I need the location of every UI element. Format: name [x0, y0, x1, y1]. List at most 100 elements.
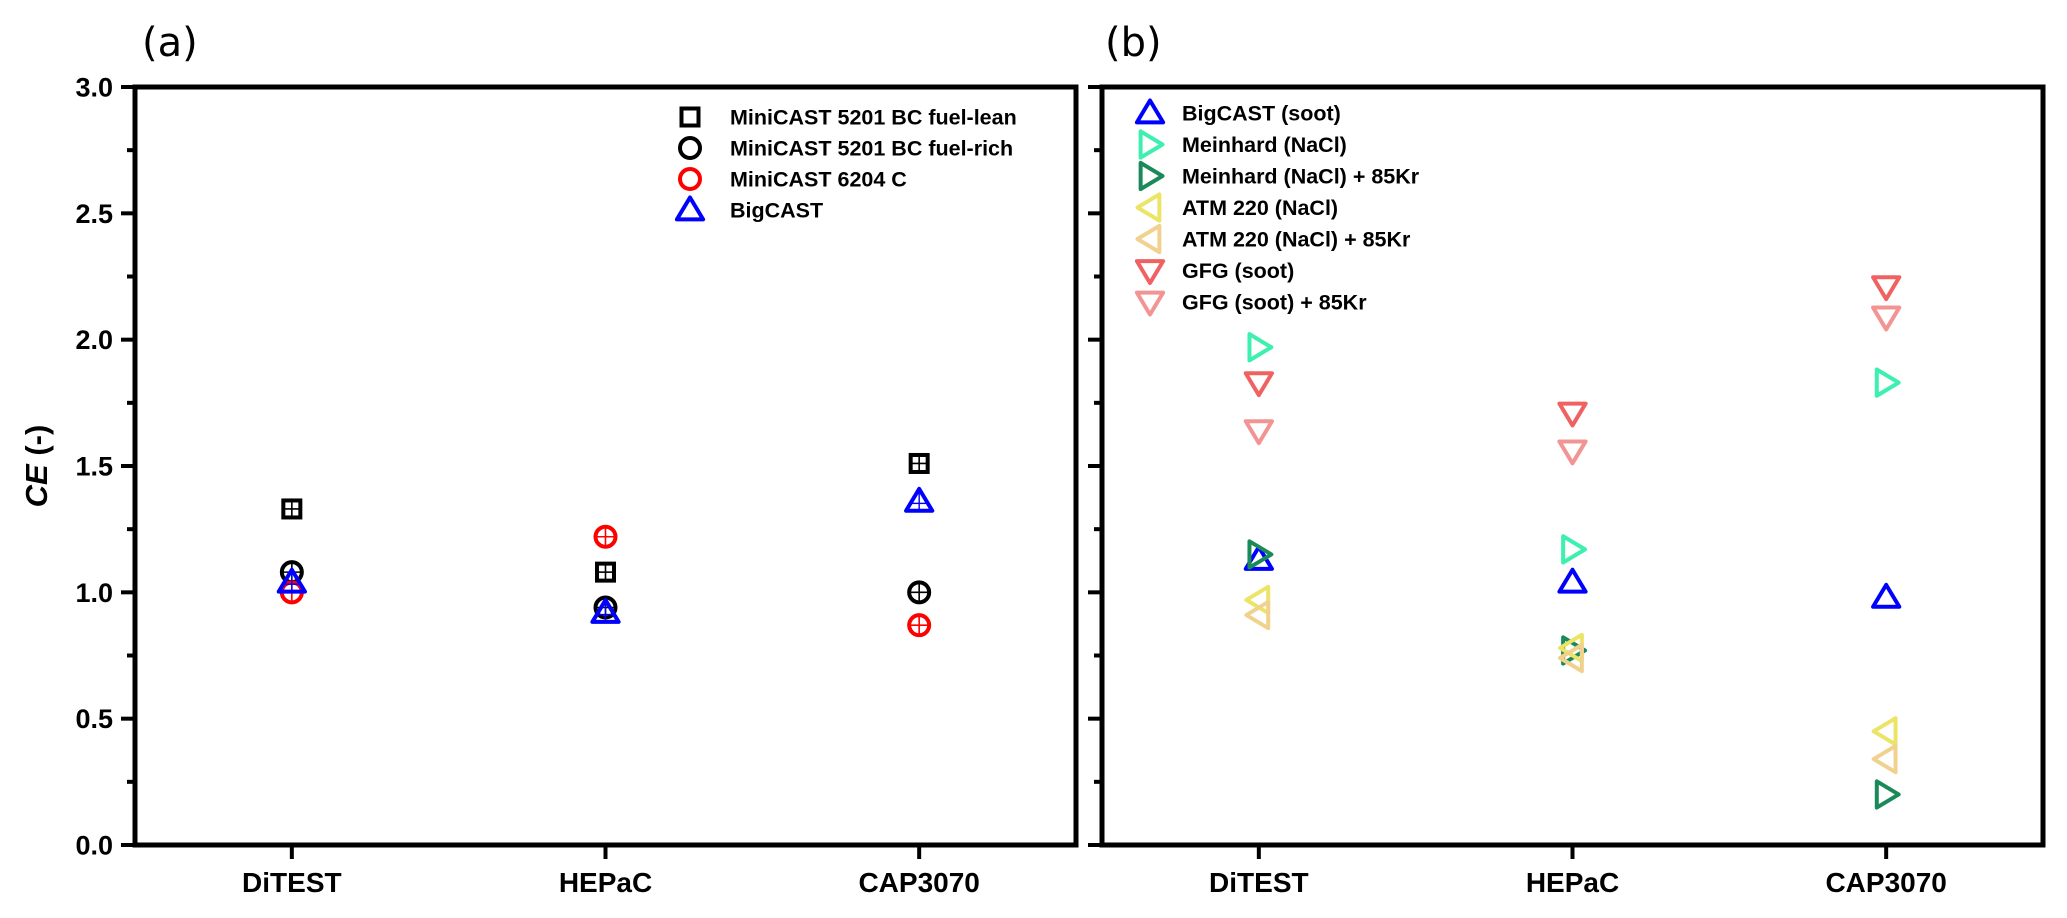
- legend-item: MiniCAST 6204 C: [678, 167, 907, 192]
- plot-frame: [132, 84, 1079, 848]
- data-point: [1244, 599, 1271, 631]
- y-tick-label: 2.5: [75, 199, 113, 229]
- triangle-right-marker: [1138, 160, 1165, 192]
- y-tick-label: 1.0: [75, 578, 113, 608]
- legend: MiniCAST 5201 BC fuel-lean MiniCAST 5201 …: [674, 106, 1017, 223]
- data-point: [904, 486, 935, 513]
- legend-label: BigCAST (soot): [1182, 102, 1341, 126]
- triangle-left-marker: [1871, 743, 1898, 775]
- triangle-right-marker: [1874, 779, 1901, 810]
- triangle-left-marker: [1871, 716, 1898, 747]
- series-meinhard-nacl-: [1247, 332, 1901, 565]
- legend-marker: [1134, 290, 1166, 317]
- x-tick-label: HEPaC: [559, 867, 652, 898]
- triangle-left-marker: [1135, 223, 1162, 255]
- square-marker: [679, 106, 701, 128]
- series-gfg-soot-: [1243, 275, 1902, 428]
- circle-marker: [593, 524, 618, 549]
- legend-label: MiniCAST 5201 BC fuel-rich: [730, 137, 1013, 161]
- legend-label: GFG (soot): [1182, 259, 1294, 283]
- triangle-up-marker: [674, 195, 706, 222]
- y-tick-label: 0.0: [75, 831, 113, 861]
- y-tick-label: 2.0: [75, 325, 113, 355]
- data-point: [1561, 534, 1587, 565]
- data-point: [907, 580, 932, 605]
- triangle-down-marker: [1871, 305, 1902, 332]
- data-point: [1871, 743, 1898, 775]
- x-tick-label: DiTEST: [1209, 867, 1309, 898]
- data-point: [1871, 716, 1898, 747]
- triangle-up-marker: [1557, 567, 1588, 594]
- triangle-right-marker: [1247, 539, 1274, 570]
- series-minicast-5201-bc-fuel-lean: [281, 452, 930, 583]
- data-point: [1874, 367, 1901, 398]
- data-point: [1557, 567, 1588, 594]
- triangle-down-marker: [1871, 275, 1902, 302]
- triangle-right-marker: [1874, 367, 1901, 398]
- legend-marker: [1135, 223, 1162, 255]
- data-point: [907, 613, 932, 638]
- panel-label: (a): [142, 20, 198, 66]
- square-marker: [908, 452, 930, 474]
- legend-label: BigCAST: [730, 199, 823, 223]
- panel-label: (b): [1105, 20, 1162, 66]
- series-gfg-soot-85kr: [1243, 305, 1902, 466]
- panel-a: (a) 0.0 0.5 1.0 1.5 2.0 2.5 3.0 DiTEST HEPaC CAP30…: [19, 20, 1079, 898]
- data-point: [1871, 582, 1902, 609]
- data-point: [908, 452, 930, 474]
- data-point: [276, 567, 307, 594]
- legend-marker: [1138, 160, 1165, 192]
- circle-marker: [678, 136, 702, 160]
- legend-marker: [1134, 98, 1166, 125]
- data-point: [1874, 779, 1901, 810]
- legend-item: ATM 220 (NaCl): [1135, 192, 1338, 223]
- legend-item: GFG (soot): [1134, 259, 1294, 285]
- legend-label: GFG (soot) + 85Kr: [1182, 291, 1367, 315]
- legend-marker: [1134, 259, 1166, 285]
- data-point: [1247, 332, 1274, 363]
- square-marker: [595, 561, 616, 583]
- legend-label: ATM 220 (NaCl): [1182, 196, 1338, 220]
- legend-item: GFG (soot) + 85Kr: [1134, 290, 1367, 317]
- panel-b: (b) DiTEST HEPaC CAP3070 BigCAST (soot) Meinh…: [1088, 20, 2046, 898]
- triangle-down-marker: [1243, 371, 1274, 398]
- x-tick-label: CAP3070: [858, 867, 979, 898]
- legend-marker: [678, 136, 702, 160]
- series-meinhard-nacl-85kr: [1247, 539, 1901, 810]
- triangle-up-marker: [1134, 98, 1166, 125]
- triangle-down-marker: [1243, 419, 1274, 446]
- legend: BigCAST (soot) Meinhard (NaCl) Meinhard (N…: [1134, 98, 1420, 317]
- data-point: [593, 524, 618, 549]
- series-atm-220-nacl-85kr: [1244, 599, 1898, 775]
- y-axis-label: CE (-): [19, 425, 54, 508]
- y-tick-label: 0.5: [75, 704, 113, 734]
- data-point: [1871, 275, 1902, 302]
- triangle-left-marker: [1135, 192, 1162, 223]
- legend-label: Meinhard (NaCl) + 85Kr: [1182, 165, 1420, 189]
- circle-marker: [907, 580, 932, 605]
- triangle-left-marker: [1244, 599, 1271, 631]
- data-point: [1557, 401, 1588, 428]
- legend-marker: [678, 167, 702, 191]
- triangle-down-marker: [1134, 259, 1166, 285]
- data-point: [1557, 439, 1588, 466]
- square-marker: [281, 498, 303, 520]
- data-point: [1558, 642, 1584, 674]
- legend-item: BigCAST (soot): [1134, 98, 1341, 126]
- data-point: [281, 498, 303, 520]
- data-point: [1243, 371, 1274, 398]
- x-tick-label: DiTEST: [242, 867, 342, 898]
- y-tick-label: 1.5: [75, 452, 113, 482]
- legend-label: MiniCAST 5201 BC fuel-lean: [730, 106, 1017, 130]
- y-tick-label: 3.0: [75, 73, 113, 103]
- triangle-right-marker: [1561, 534, 1587, 565]
- legend-marker: [679, 106, 701, 128]
- triangle-down-marker: [1134, 290, 1166, 317]
- x-tick-label: HEPaC: [1526, 867, 1619, 898]
- triangle-right-marker: [1138, 129, 1165, 160]
- legend-item: BigCAST: [674, 195, 823, 223]
- x-tick-label: CAP3070: [1825, 867, 1946, 898]
- triangle-down-marker: [1557, 439, 1588, 466]
- y-axis-label-italic: CE: [19, 463, 54, 507]
